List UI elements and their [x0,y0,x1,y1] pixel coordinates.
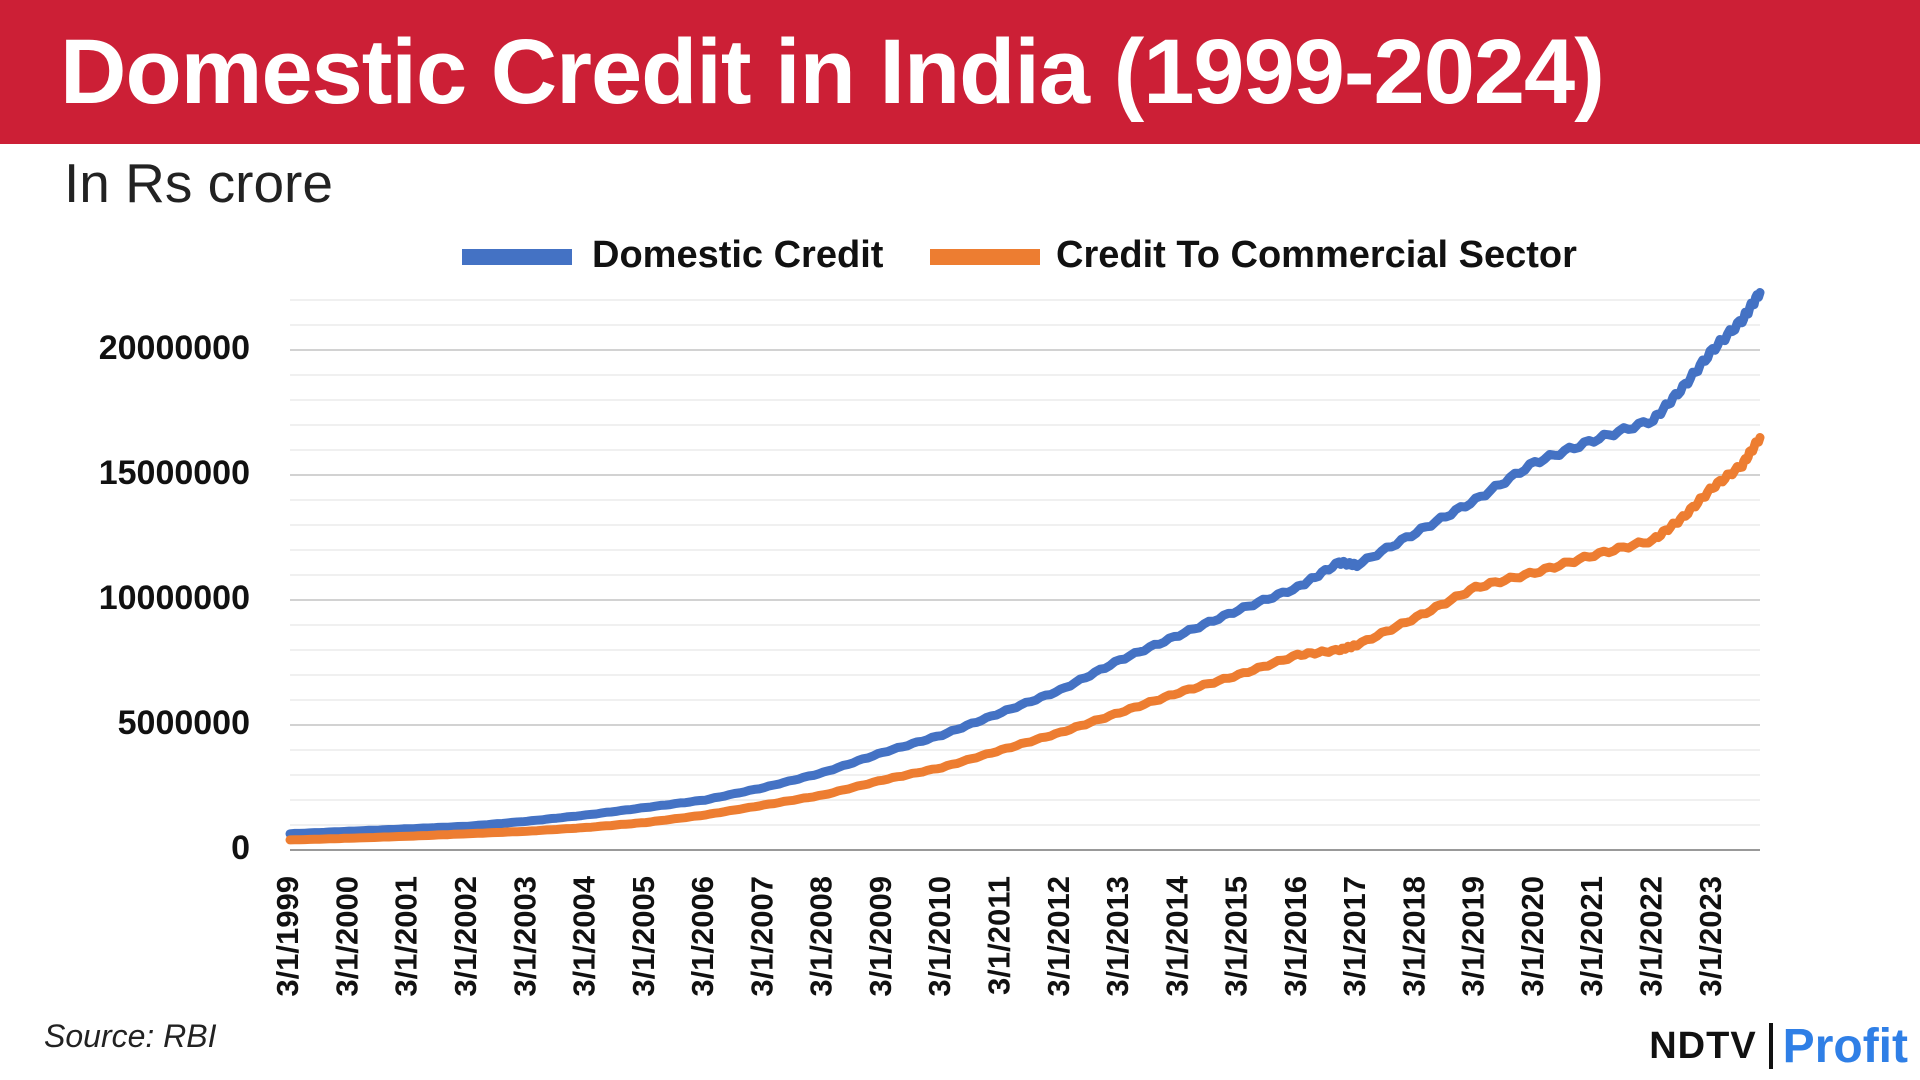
commercial-credit-line [285,433,1765,845]
x-tick-label: 3/1/2021 [1574,876,1609,997]
unit-subtitle: In Rs crore [64,152,333,214]
x-tick-label: 3/1/2022 [1633,876,1668,997]
x-tick-label: 3/1/2001 [389,876,424,997]
title-bar: Domestic Credit in India (1999-2024) [0,0,1920,144]
y-tick-label: 5000000 [118,704,250,742]
x-tick-label: 3/1/2019 [1456,876,1491,997]
legend-commercial-credit-label: Credit To Commercial Sector [1056,234,1577,276]
x-tick-label: 3/1/2003 [507,876,542,997]
logo-ndtv-text: NDTV [1649,1024,1757,1067]
x-tick-label: 3/1/2002 [448,876,483,997]
y-tick-label: 20000000 [99,329,250,367]
x-tick-label: 3/1/2004 [567,875,602,996]
logo-divider [1768,1023,1773,1069]
x-tick-label: 3/1/2013 [1100,876,1135,997]
x-tick-label: 3/1/2018 [1396,876,1431,997]
x-tick-label: 3/1/2023 [1693,876,1728,997]
ndtv-profit-logo: NDTV Profit [1649,1018,1908,1074]
page-title: Domestic Credit in India (1999-2024) [60,21,1605,123]
x-tick-label: 3/1/2020 [1515,876,1550,997]
x-tick-label: 3/1/2015 [1219,876,1254,997]
legend-domestic-credit-label: Domestic Credit [592,234,884,276]
domestic-credit-line [285,288,1765,839]
y-tick-label: 0 [231,829,250,867]
axes: 0 5000000 10000000 15000000 20000000 3/1/1999… [99,329,1760,997]
x-tick-label: 3/1/2016 [1278,876,1313,997]
x-tick-label: 3/1/1999 [270,876,305,997]
legend: Domestic Credit Credit To Commercial Sect… [462,234,1577,276]
x-tick-label: 3/1/2000 [329,876,364,997]
y-tick-label: 10000000 [99,579,250,617]
source-note: Source: RBI [44,1018,217,1054]
y-tick-label: 15000000 [99,454,250,492]
x-tick-label: 3/1/2009 [863,876,898,997]
x-tick-label: 3/1/2005 [626,876,661,997]
logo-profit-text: Profit [1782,1019,1908,1073]
x-tick-label: 3/1/2014 [1159,875,1194,996]
x-tick-label: 3/1/2017 [1337,876,1372,997]
x-tick-label: 3/1/2007 [744,876,779,997]
x-tick-label: 3/1/2012 [1041,876,1076,997]
x-tick-label: 3/1/2006 [685,876,720,997]
x-tick-label: 3/1/2011 [981,876,1016,995]
x-tick-label: 3/1/2008 [804,876,839,997]
series-lines [285,288,1765,845]
x-tick-label: 3/1/2010 [922,876,957,997]
